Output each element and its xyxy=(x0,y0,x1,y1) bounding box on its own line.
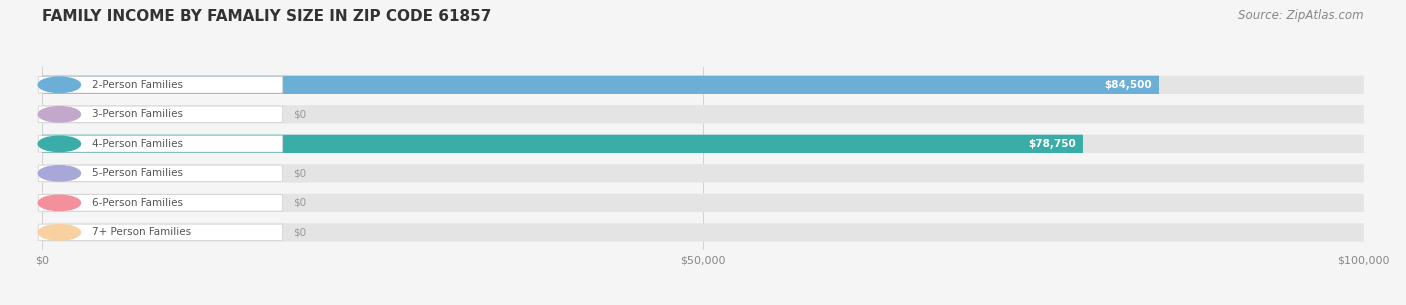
FancyBboxPatch shape xyxy=(42,135,1083,153)
Ellipse shape xyxy=(38,136,80,152)
FancyBboxPatch shape xyxy=(42,194,1364,212)
Ellipse shape xyxy=(38,195,80,210)
Text: $0: $0 xyxy=(294,198,307,208)
Text: Source: ZipAtlas.com: Source: ZipAtlas.com xyxy=(1239,9,1364,22)
FancyBboxPatch shape xyxy=(38,195,283,211)
Text: FAMILY INCOME BY FAMALIY SIZE IN ZIP CODE 61857: FAMILY INCOME BY FAMALIY SIZE IN ZIP COD… xyxy=(42,9,492,24)
Text: 6-Person Families: 6-Person Families xyxy=(93,198,183,208)
Ellipse shape xyxy=(38,107,80,122)
FancyBboxPatch shape xyxy=(42,76,1159,94)
Ellipse shape xyxy=(38,77,80,92)
Text: $0: $0 xyxy=(294,228,307,237)
FancyBboxPatch shape xyxy=(42,135,1364,153)
Text: 4-Person Families: 4-Person Families xyxy=(93,139,183,149)
FancyBboxPatch shape xyxy=(38,77,283,93)
FancyBboxPatch shape xyxy=(42,105,1364,124)
FancyBboxPatch shape xyxy=(38,136,283,152)
Ellipse shape xyxy=(38,166,80,181)
Ellipse shape xyxy=(38,225,80,240)
FancyBboxPatch shape xyxy=(42,76,1364,94)
FancyBboxPatch shape xyxy=(42,223,1364,242)
FancyBboxPatch shape xyxy=(38,165,283,181)
Text: $78,750: $78,750 xyxy=(1029,139,1077,149)
Text: $0: $0 xyxy=(294,109,307,119)
Text: 5-Person Families: 5-Person Families xyxy=(93,168,183,178)
Text: $0: $0 xyxy=(294,168,307,178)
FancyBboxPatch shape xyxy=(42,164,1364,182)
Text: 2-Person Families: 2-Person Families xyxy=(93,80,183,90)
Text: $84,500: $84,500 xyxy=(1105,80,1153,90)
FancyBboxPatch shape xyxy=(38,106,283,123)
Text: 3-Person Families: 3-Person Families xyxy=(93,109,183,119)
Text: 7+ Person Families: 7+ Person Families xyxy=(93,228,191,237)
FancyBboxPatch shape xyxy=(38,224,283,241)
